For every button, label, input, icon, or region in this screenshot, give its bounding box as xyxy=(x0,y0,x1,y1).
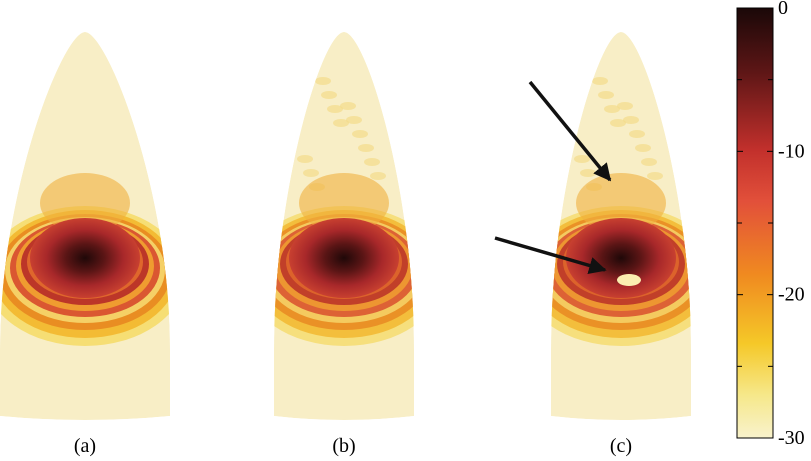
speckle xyxy=(641,158,657,166)
speckle xyxy=(580,169,596,177)
speckle xyxy=(370,172,386,180)
speckle xyxy=(635,144,651,152)
speckle xyxy=(617,102,633,110)
speckle xyxy=(598,91,614,99)
speckle xyxy=(346,116,362,124)
tick-label: 0 xyxy=(778,0,788,19)
core xyxy=(30,218,140,298)
colorbar xyxy=(737,8,773,438)
speckle xyxy=(592,77,608,85)
speckle xyxy=(629,130,645,138)
hotspot xyxy=(617,274,641,286)
speckle xyxy=(296,66,312,74)
speckle xyxy=(303,169,319,177)
speckle xyxy=(647,172,663,180)
heatmap xyxy=(521,32,721,420)
panel-label: (b) xyxy=(332,435,355,457)
speckle xyxy=(340,102,356,110)
speckle xyxy=(623,116,639,124)
figure: (a) (b) (c) 0 -10 -20 -30 xyxy=(0,0,811,461)
panel-label: (c) xyxy=(610,435,632,457)
speckle xyxy=(574,155,590,163)
tick-label: -20 xyxy=(778,284,805,306)
core xyxy=(289,218,399,298)
panels: (a) (b) (c) xyxy=(0,32,721,457)
speckle xyxy=(573,66,589,74)
heatmap xyxy=(0,32,185,420)
tick-label: -10 xyxy=(778,140,805,162)
speckle xyxy=(315,77,331,85)
panel-label: (a) xyxy=(74,435,96,457)
speckle xyxy=(297,155,313,163)
heatmap xyxy=(244,32,444,420)
speckle xyxy=(352,130,368,138)
speckle xyxy=(364,158,380,166)
tick-label: -30 xyxy=(778,427,805,449)
speckle xyxy=(358,144,374,152)
core xyxy=(566,218,676,298)
speckle xyxy=(321,91,337,99)
